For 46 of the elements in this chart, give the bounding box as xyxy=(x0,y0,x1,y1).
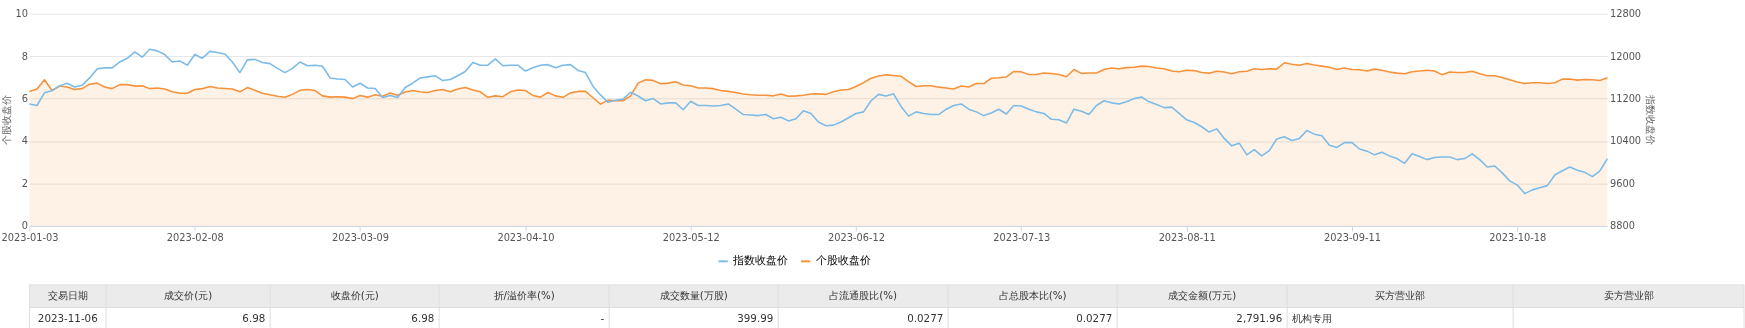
line-series xyxy=(28,48,1609,195)
y-tick-label: 10 xyxy=(15,8,28,20)
text: 成交金额(万元) xyxy=(1168,289,1237,302)
y-tick-label: 6 xyxy=(21,93,28,105)
y2-tick-label: 12000 xyxy=(1609,50,1642,62)
y2-tick-label: 10400 xyxy=(1609,135,1642,147)
text: 0.0277 xyxy=(1076,311,1113,324)
y-axis-title: 个股收盘价 xyxy=(0,95,12,146)
y2-axis-title: 指数收盘价 xyxy=(1645,94,1657,146)
text: 交易日期 xyxy=(47,289,88,302)
text: 成交数量(万股) xyxy=(659,289,728,302)
x-tick-label: 2023-04-10 xyxy=(497,232,555,244)
x-tick-label: 2023-08-11 xyxy=(1158,232,1216,244)
y2-tick-label: 12800 xyxy=(1609,8,1642,20)
text: 399.99 xyxy=(737,311,774,324)
y-tick-label: 8 xyxy=(21,50,28,62)
y-tick-label: 2 xyxy=(21,177,28,189)
x-tick-label: 2023-01-03 xyxy=(1,232,59,244)
text: 占总股本比(%) xyxy=(998,289,1067,302)
text: 折/溢价率(%) xyxy=(493,289,555,302)
text: 2,791.96 xyxy=(1236,311,1283,324)
text: 0.0277 xyxy=(907,311,944,324)
text: 成交价(元) xyxy=(164,289,213,302)
text: 收盘价(元) xyxy=(330,289,379,302)
y2-tick-label: 9600 xyxy=(1609,177,1635,189)
x-tick-label: 2023-02-08 xyxy=(166,232,224,244)
x-tick-label: 2023-06-12 xyxy=(828,232,886,244)
text: 6.98 xyxy=(242,311,266,324)
x-tick-label: 2023-10-18 xyxy=(1489,232,1547,244)
x-tick-label: 2023-07-13 xyxy=(993,232,1051,244)
text: 卖方营业部 xyxy=(1603,289,1654,302)
text: 6.98 xyxy=(411,311,435,324)
legend-label: 指数收盘价 xyxy=(731,254,788,268)
y2-tick-label: 8800 xyxy=(1609,220,1635,232)
text: - xyxy=(600,311,605,324)
text: 买方营业部 xyxy=(1375,289,1426,302)
y-tick-label: 4 xyxy=(21,135,28,147)
x-tick-label: 2023-05-12 xyxy=(662,232,720,244)
x-tick-label: 2023-09-11 xyxy=(1323,232,1381,244)
text: 2023-11-06 xyxy=(37,311,98,324)
y2-tick-label: 11200 xyxy=(1609,93,1642,105)
y-tick-label: 0 xyxy=(21,220,28,232)
text: 占流通股比(%) xyxy=(829,289,898,302)
legend-label: 个股收盘价 xyxy=(815,254,871,268)
x-tick-label: 2023-03-09 xyxy=(332,232,390,244)
text: 机构专用 xyxy=(1292,311,1333,324)
